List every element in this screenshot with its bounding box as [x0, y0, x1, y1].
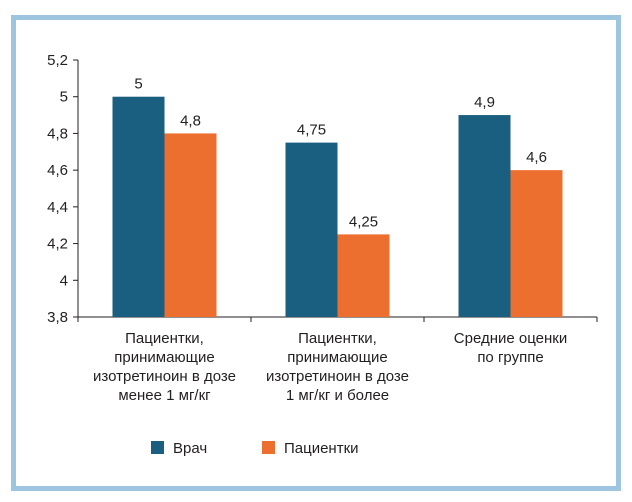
y-tick-label: 4,4	[47, 199, 68, 216]
y-tick-label: 4,8	[47, 125, 68, 142]
category-label: Средние оценки по группе	[454, 330, 567, 366]
category-label: Пациентки, принимающие изотретиноин в дозе…	[93, 330, 236, 404]
y-tick-label: 3,8	[47, 309, 68, 326]
bar	[164, 133, 217, 317]
bar	[337, 234, 390, 317]
category-label-line: по группе	[477, 349, 543, 366]
x-axis	[73, 316, 598, 322]
bar	[285, 142, 338, 317]
category-label-line: менее 1 мг/кг	[118, 387, 211, 404]
legend: Врач Пациентки	[151, 440, 359, 457]
y-axis: 3,8 4 4,2 4,4 4,6 4,8 5 5,2	[47, 52, 79, 326]
data-label: 4,6	[526, 149, 547, 166]
category-label-line: принимающие	[287, 349, 387, 366]
category-label: Пациентки, принимающие изотретиноин в дозе…	[266, 330, 409, 404]
category-label-line: изотретиноин в дозе	[93, 368, 236, 385]
legend-swatch	[151, 441, 164, 454]
y-tick-label: 4	[60, 272, 68, 289]
data-label: 4,25	[349, 213, 378, 230]
data-label: 4,75	[297, 122, 326, 139]
bar	[510, 170, 563, 317]
data-label: 4,9	[474, 94, 495, 111]
bar	[112, 96, 165, 317]
data-label: 4,8	[180, 112, 201, 129]
bar	[458, 115, 511, 317]
data-label: 5	[134, 76, 142, 93]
bars	[112, 96, 563, 317]
category-label-line: 1 мг/кг и более	[286, 387, 389, 404]
y-tick-label: 4,2	[47, 236, 68, 253]
legend-label: Пациентки	[284, 440, 359, 457]
category-labels: Пациентки, принимающие изотретиноин в дозе…	[93, 330, 567, 404]
category-label-line: изотретиноин в дозе	[266, 368, 409, 385]
legend-label: Врач	[173, 440, 207, 457]
data-labels: 5 4,8 4,75 4,25 4,9 4,6	[134, 76, 547, 231]
category-label-line: принимающие	[114, 349, 214, 366]
category-label-line: Средние оценки	[454, 330, 567, 347]
legend-swatch	[262, 441, 275, 454]
category-label-line: Пациентки,	[125, 330, 204, 347]
y-tick-label: 4,6	[47, 162, 68, 179]
y-tick-label: 5,2	[47, 52, 68, 69]
y-tick-label: 5	[60, 89, 68, 106]
category-label-line: Пациентки,	[298, 330, 377, 347]
